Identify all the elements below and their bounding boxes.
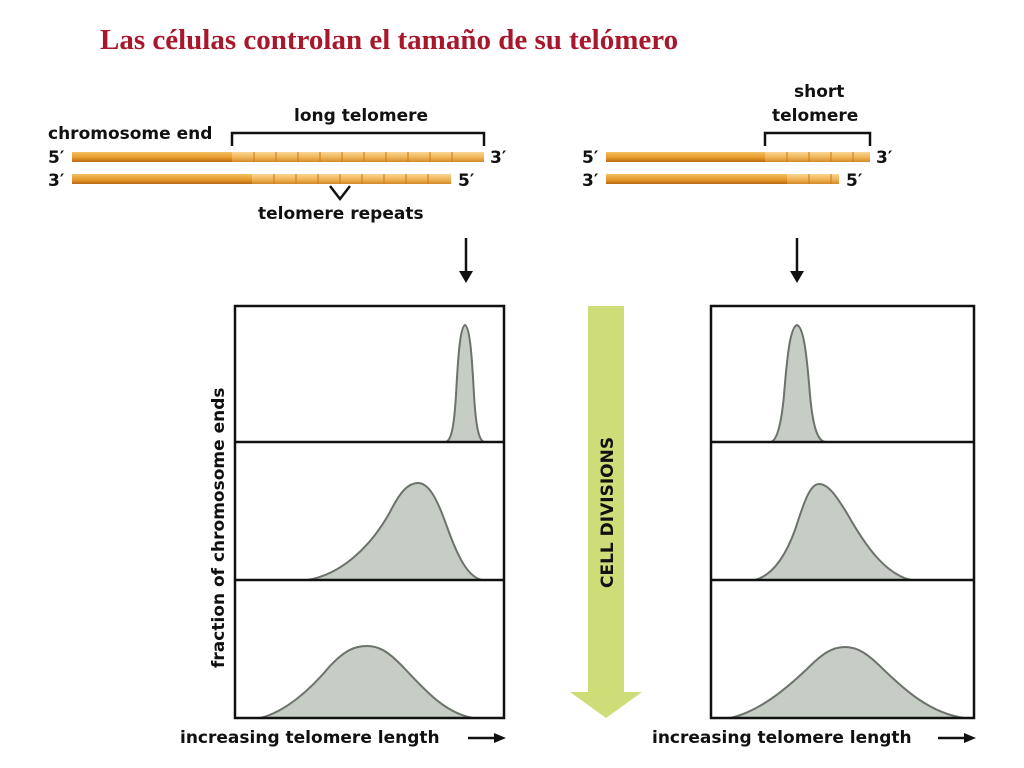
slide-title: Las células controlan el tamaño de su te… [100,24,679,56]
telomere-repeats-pointer [329,185,351,202]
long-telomere-bracket [230,131,486,146]
x-axis-label-left: increasing telomere length [180,728,440,748]
long-telomere-dna [72,131,486,202]
label-short-line2: telomere [772,106,858,126]
x-axis-label-right: increasing telomere length [652,728,912,748]
short-telomere-bracket [763,131,872,146]
label-right-bottom-3prime: 3′ [582,171,599,191]
left-distribution-panels [233,304,506,720]
label-chromosome-end: chromosome end [48,124,212,144]
left-peak-2 [306,481,483,581]
label-right-top-3prime: 3′ [876,148,893,168]
right-plot-frame [709,304,976,720]
x-axis-arrow-left [468,733,506,743]
label-left-top-5prime: 5′ [48,148,65,168]
right-peak-2 [754,482,912,581]
label-left-top-3prime: 3′ [490,148,507,168]
label-long-telomere: long telomere [294,106,428,126]
cell-divisions-arrow [570,306,642,718]
left-peak-1 [444,323,486,443]
label-short-line1: short [794,82,844,102]
short-telomere-dna [606,131,872,184]
top-strand [606,152,870,162]
x-axis-arrow-right [938,733,976,743]
left-plot-frame [233,304,506,720]
label-left-bottom-3prime: 3′ [48,171,65,191]
label-right-bottom-5prime: 5′ [846,171,863,191]
cell-divisions-label: CELL DIVISIONS [598,437,618,588]
right-peak-1 [769,323,827,443]
y-axis-label: fraction of chromosome ends [209,388,229,669]
right-down-arrow [790,238,804,283]
label-left-bottom-5prime: 5′ [458,171,475,191]
bottom-strand [606,174,839,184]
telomere-repeat-segments [765,152,870,184]
right-distribution-panels [709,304,976,720]
right-peak-3 [729,645,965,719]
left-peak-3 [259,644,474,719]
label-right-top-5prime: 5′ [582,148,599,168]
label-telomere-repeats: telomere repeats [258,204,424,224]
telomere-repeat-segments [232,152,484,184]
left-down-arrow [459,238,473,283]
